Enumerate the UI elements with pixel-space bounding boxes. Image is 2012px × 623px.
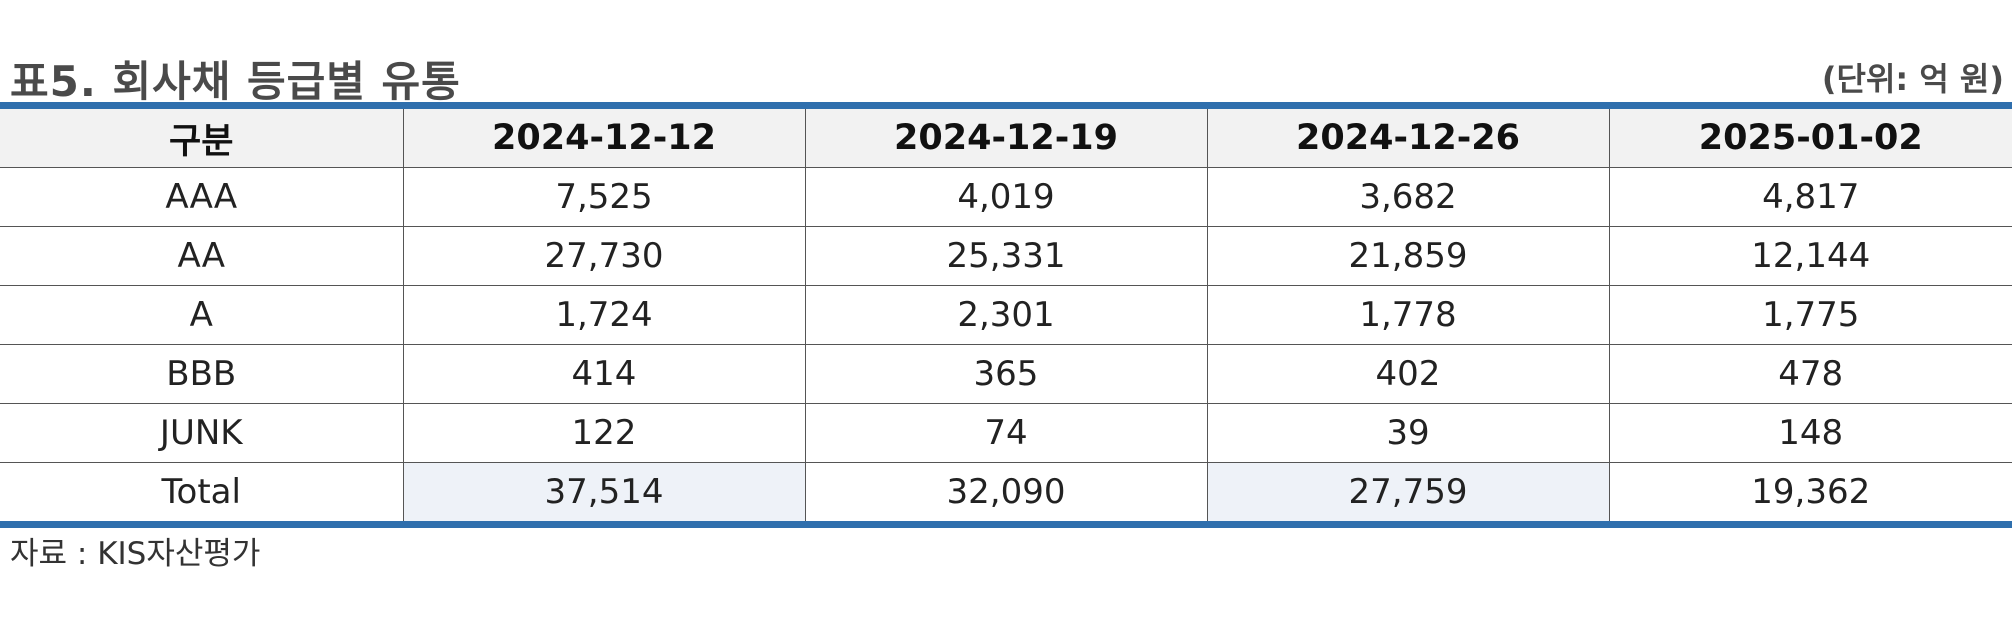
unit-label: (단위: 억 원) — [1821, 60, 2004, 98]
table-cell: 1,775 — [1608, 285, 2012, 345]
header-date: 2025-01-02 — [1608, 109, 2012, 168]
table-row: JUNK 122 74 39 148 — [0, 403, 2012, 463]
row-label: BBB — [0, 344, 403, 404]
header-date: 2024-12-12 — [402, 109, 805, 168]
table-cell: 3,682 — [1206, 167, 1609, 227]
data-table-wrapper: 구분 2024-12-12 2024-12-19 2024-12-26 2025… — [0, 102, 2012, 528]
table-cell: 1,724 — [402, 285, 805, 345]
header-row: 구분 2024-12-12 2024-12-19 2024-12-26 2025… — [0, 109, 2012, 168]
table-cell: 1,778 — [1206, 285, 1609, 345]
total-cell: 37,514 — [402, 462, 805, 521]
row-label: AA — [0, 226, 403, 286]
total-cell: 27,759 — [1206, 462, 1609, 521]
header-date: 2024-12-19 — [804, 109, 1207, 168]
table-row: BBB 414 365 402 478 — [0, 344, 2012, 404]
table-cell: 39 — [1206, 403, 1609, 463]
total-label: Total — [0, 462, 403, 521]
row-label: AAA — [0, 167, 403, 227]
row-label: JUNK — [0, 403, 403, 463]
table-title: 표5. 회사채 등급별 유통 — [10, 57, 461, 106]
table-cell: 7,525 — [402, 167, 805, 227]
table-cell: 25,331 — [804, 226, 1207, 286]
total-row: Total 37,514 32,090 27,759 19,362 — [0, 462, 2012, 521]
table-cell: 4,019 — [804, 167, 1207, 227]
table-cell: 414 — [402, 344, 805, 404]
header-date: 2024-12-26 — [1206, 109, 1609, 168]
title-row: 표5. 회사채 등급별 유통 (단위: 억 원) — [0, 40, 2012, 106]
table-cell: 402 — [1206, 344, 1609, 404]
table-cell: 148 — [1608, 403, 2012, 463]
table-cell: 12,144 — [1608, 226, 2012, 286]
table-cell: 21,859 — [1206, 226, 1609, 286]
header-category: 구분 — [0, 109, 403, 168]
table-row: AAA 7,525 4,019 3,682 4,817 — [0, 167, 2012, 227]
total-cell: 19,362 — [1608, 462, 2012, 521]
table-row: AA 27,730 25,331 21,859 12,144 — [0, 226, 2012, 286]
table-row: A 1,724 2,301 1,778 1,775 — [0, 285, 2012, 345]
source-note: 자료 : KIS자산평가 — [10, 536, 261, 572]
table-cell: 365 — [804, 344, 1207, 404]
table-cell: 4,817 — [1608, 167, 2012, 227]
corporate-bond-rating-table: 구분 2024-12-12 2024-12-19 2024-12-26 2025… — [0, 109, 2012, 521]
row-label: A — [0, 285, 403, 345]
table-cell: 2,301 — [804, 285, 1207, 345]
table-cell: 478 — [1608, 344, 2012, 404]
table-cell: 27,730 — [402, 226, 805, 286]
table-cell: 74 — [804, 403, 1207, 463]
table-cell: 122 — [402, 403, 805, 463]
total-cell: 32,090 — [804, 462, 1207, 521]
